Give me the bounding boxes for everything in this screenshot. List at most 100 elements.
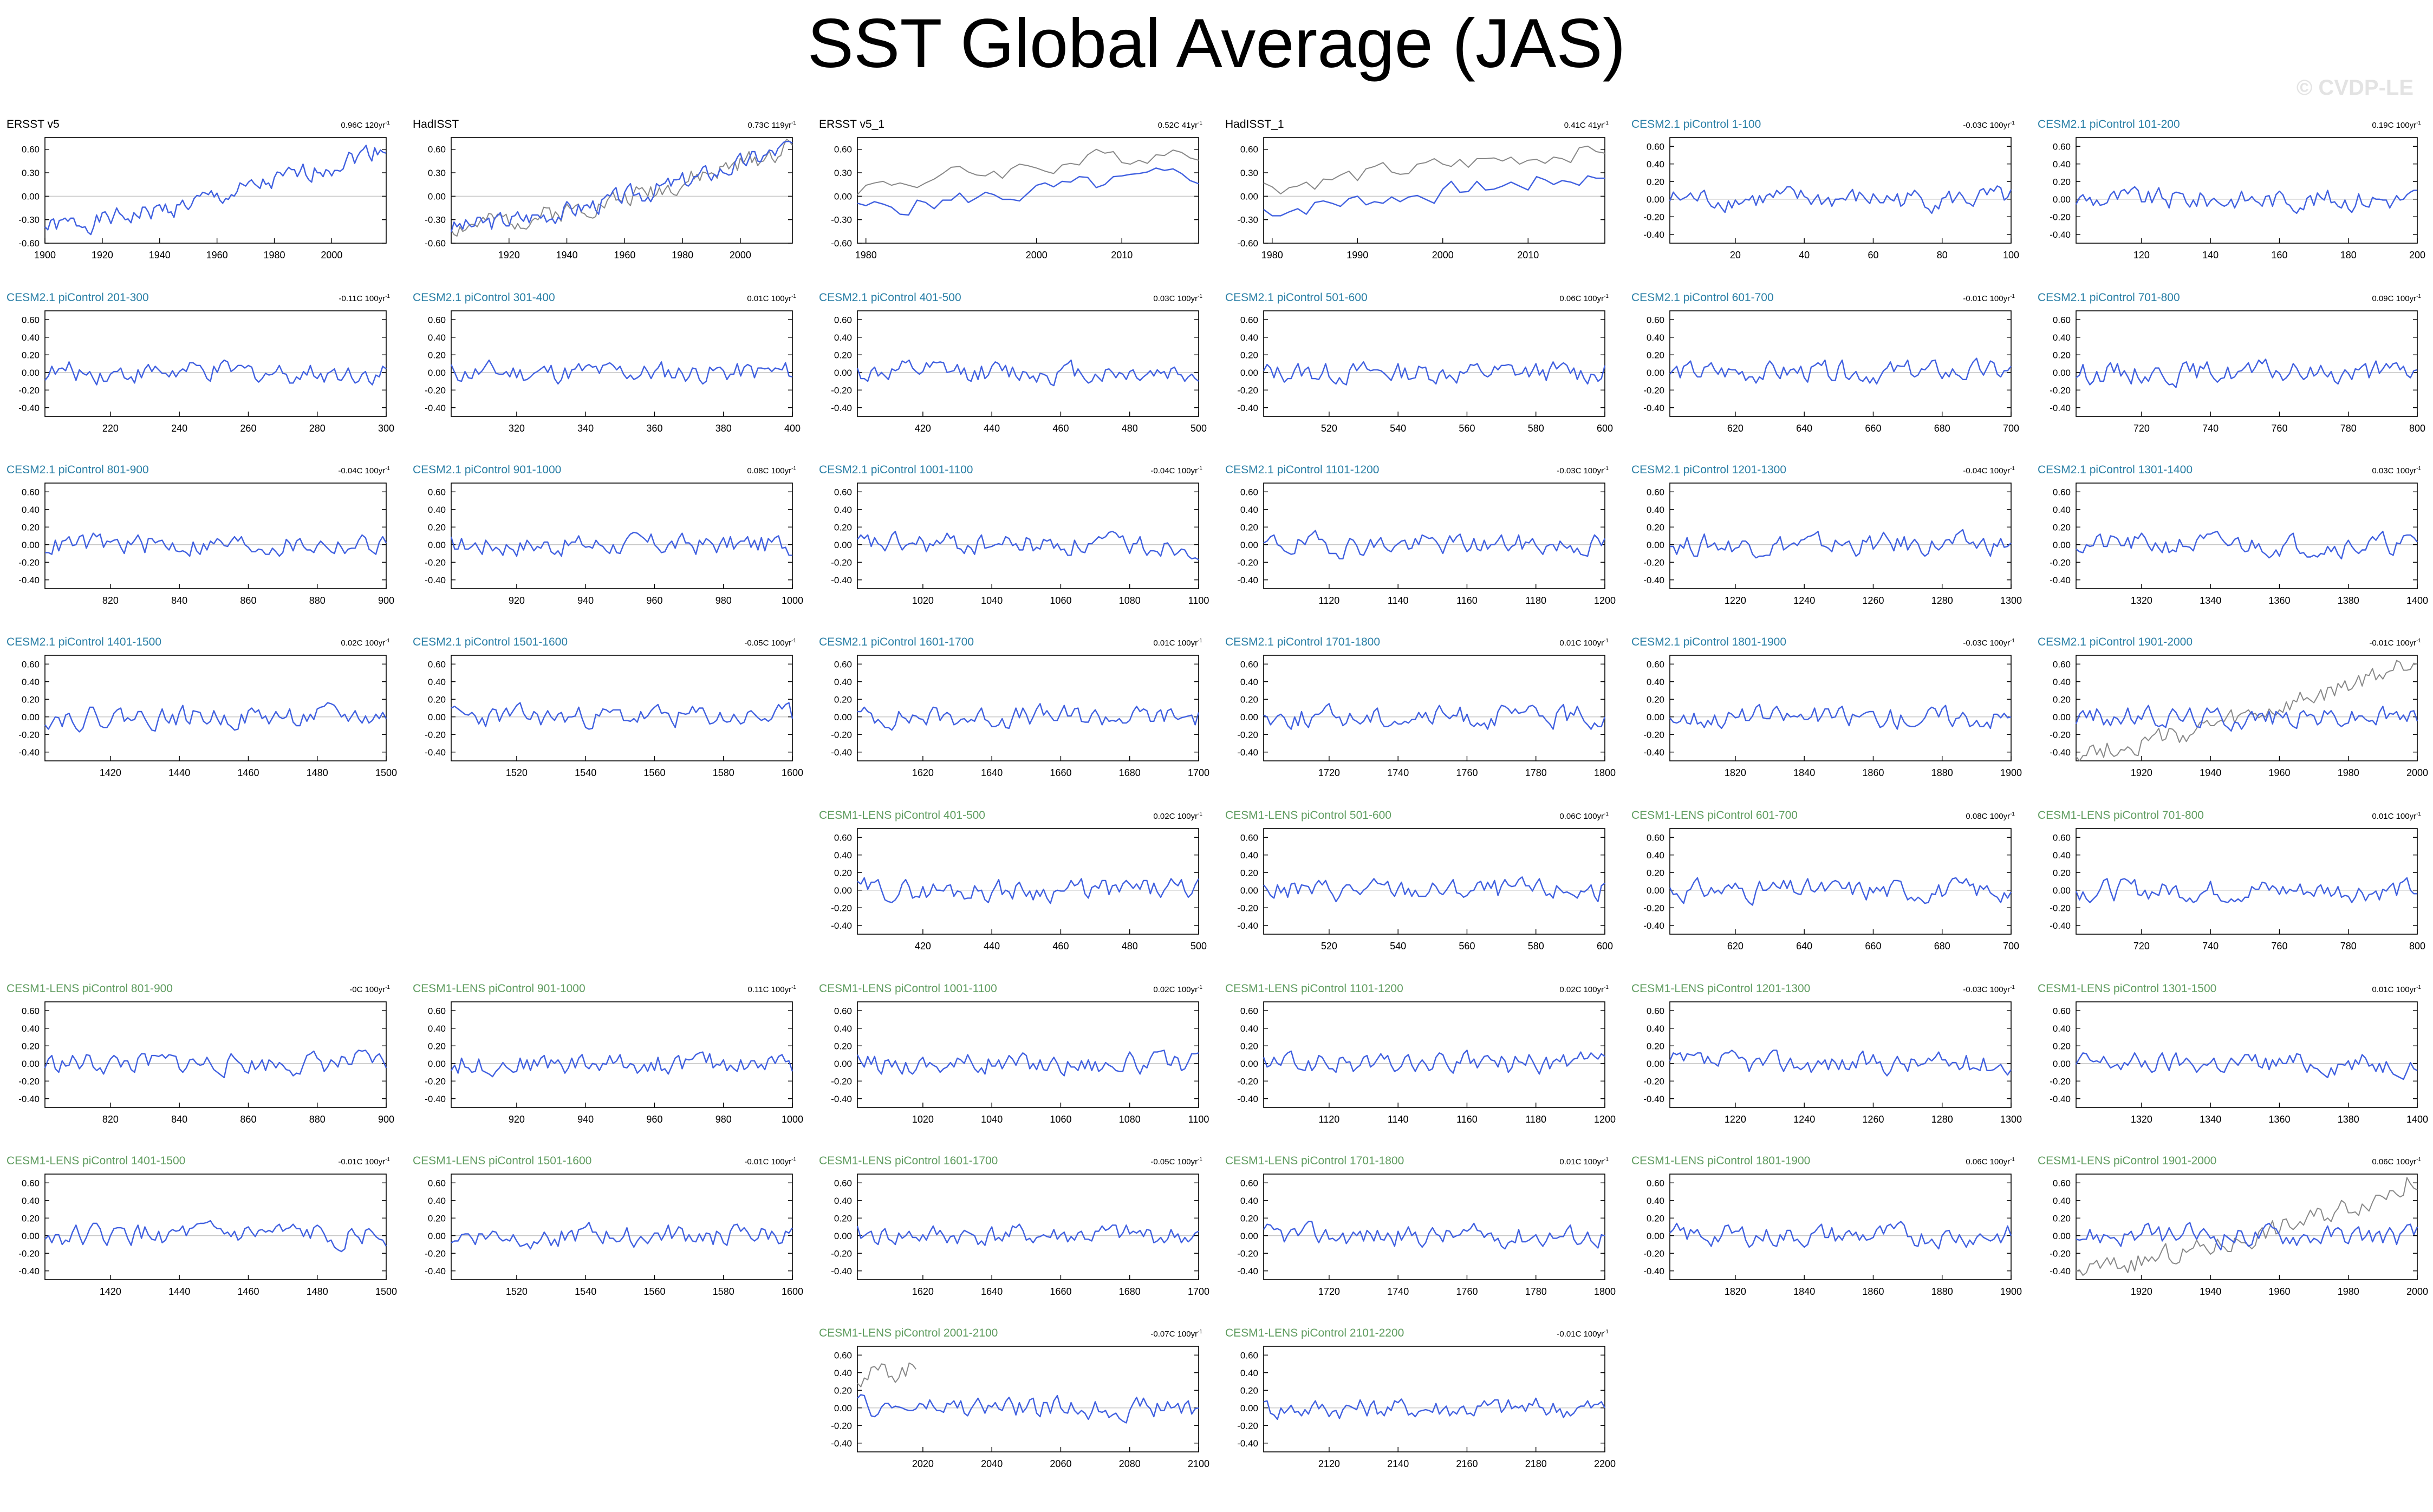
- x-tick-label: 740: [2202, 423, 2219, 434]
- y-tick-label: 0.40: [834, 333, 852, 343]
- plot-frame: [451, 1001, 793, 1108]
- panel-title: CESM2.1 piControl 901-1000: [413, 464, 562, 476]
- x-tick-label: 1220: [1725, 1114, 1746, 1125]
- y-tick-label: 0.00: [1647, 540, 1664, 550]
- x-tick-label: 400: [784, 423, 801, 434]
- model-series-line: [857, 167, 1199, 216]
- model-series-line: [1669, 1221, 2012, 1250]
- y-tick-label: 0.00: [428, 1231, 446, 1241]
- panel-plot: 0.60 0.40 0.20 0.00 -0.20 -0.40 520 540 560 580 60…: [1237, 828, 1613, 951]
- plot-frame: [857, 1174, 1199, 1280]
- panel-title: CESM1-LENS piControl 1401-1500: [6, 1155, 186, 1167]
- x-tick-label: 1820: [1725, 767, 1746, 778]
- y-tick-label: 0.00: [1647, 885, 1664, 896]
- y-tick-label: -0.40: [18, 747, 40, 758]
- x-tick-label: 1940: [2200, 767, 2221, 778]
- panel-title: CESM2.1 piControl 1401-1500: [6, 636, 162, 648]
- panel-plot: 0.60 0.40 0.20 0.00 -0.20 -0.40 920 940 960 980 10…: [425, 1001, 803, 1125]
- panel-title: CESM2.1 piControl 1801-1900: [1631, 636, 1787, 648]
- x-tick-label: 1800: [1594, 767, 1616, 778]
- panel-trend: 0.06C 100yr-1: [1559, 294, 1609, 303]
- x-tick-label: 440: [984, 941, 1000, 951]
- y-tick-label: -0.40: [425, 1266, 446, 1276]
- model-series-line: [2075, 1052, 2418, 1080]
- x-tick-label: 960: [646, 595, 662, 606]
- x-tick-label: 1980: [2338, 767, 2359, 778]
- y-tick-label: -0.20: [1237, 557, 1258, 568]
- x-tick-label: 1680: [1119, 767, 1141, 778]
- y-tick-label: 0.40: [22, 505, 40, 515]
- y-tick-label: 0.60: [22, 315, 40, 325]
- panel-plot: 0.60 0.40 0.20 0.00 -0.20 -0.40 1120 1140 1160 11…: [1237, 483, 1616, 606]
- panel-plot: 0.60 0.40 0.20 0.00 -0.20 -0.40 620 640 660 680 70…: [1643, 310, 2019, 434]
- x-tick-label: 1900: [34, 250, 56, 260]
- plot-frame: [1669, 1001, 2012, 1108]
- y-tick-label: -0.40: [2050, 403, 2071, 413]
- y-tick-label: 0.40: [22, 1196, 40, 1206]
- panel-title: CESM1-LENS piControl 901-1000: [413, 982, 586, 995]
- chart-panel: CESM1-LENS piControl 1801-1900 0.06C 100y…: [1629, 1155, 2022, 1301]
- y-tick-label: -0.20: [1643, 212, 1664, 222]
- y-tick-label: -0.20: [1237, 729, 1258, 740]
- y-tick-label: -0.20: [1237, 1420, 1258, 1431]
- model-series-line: [1670, 529, 2012, 559]
- x-tick-label: 1280: [1931, 1114, 1953, 1125]
- y-tick-label: 0.00: [1240, 1403, 1258, 1413]
- x-tick-label: 1620: [912, 767, 934, 778]
- panel-plot: 0.60 0.40 0.20 0.00 -0.20 -0.40 920 940 960 980 10…: [425, 483, 803, 606]
- chart-panel: CESM2.1 piControl 201-300 -0.11C 100yr-1 0…: [4, 291, 394, 438]
- x-tick-label: 1400: [2406, 595, 2428, 606]
- y-tick-label: 0.00: [2053, 1059, 2071, 1069]
- y-tick-label: 0.60: [2053, 141, 2071, 152]
- x-tick-label: 940: [577, 595, 594, 606]
- y-tick-label: 0.40: [1647, 1196, 1664, 1206]
- x-tick-label: 1960: [2268, 767, 2290, 778]
- y-tick-label: 0.60: [22, 145, 40, 155]
- panel-plot: 0.60 0.40 0.20 0.00 -0.20 -0.40 1320 1340 1360 13…: [2050, 483, 2428, 606]
- x-tick-label: 1560: [643, 767, 665, 778]
- y-tick-label: 0.40: [834, 1024, 852, 1034]
- x-tick-label: 1920: [2131, 1286, 2152, 1297]
- y-tick-label: -0.40: [831, 575, 852, 585]
- y-tick-label: 0.60: [2053, 659, 2071, 669]
- chart-panel: CESM1-LENS piControl 801-900 -0C 100yr-1 0…: [4, 982, 394, 1129]
- panel-plot: 0.60 0.40 0.20 0.00 -0.20 -0.40 2120 2140 2160 21…: [1237, 1346, 1616, 1469]
- y-tick-label: 0.30: [1240, 168, 1258, 178]
- x-tick-label: 2200: [1594, 1458, 1616, 1469]
- plot-frame: [451, 310, 793, 417]
- y-tick-label: 0.60: [1647, 1006, 1664, 1016]
- y-tick-label: 0.40: [428, 1024, 446, 1034]
- panel-trend: 0.03C 100yr-1: [1153, 294, 1202, 303]
- panel-title: CESM2.1 piControl 1601-1700: [819, 636, 974, 648]
- plot-frame: [44, 655, 387, 761]
- panel-title: CESM1-LENS piControl 1301-1500: [2038, 982, 2217, 995]
- panel-plot: 0.60 0.40 0.20 0.00 -0.20 -0.40 1520 1540 1560 15…: [425, 1174, 803, 1297]
- x-tick-label: 1060: [1050, 595, 1071, 606]
- model-series-line: [1263, 876, 1605, 903]
- y-tick-label: 0.20: [834, 350, 852, 360]
- x-tick-label: 1260: [1862, 595, 1884, 606]
- y-tick-label: 0.20: [2053, 1213, 2071, 1223]
- chart-panel: CESM1-LENS piControl 1101-1200 0.02C 100y…: [1223, 982, 1616, 1129]
- plot-frame: [451, 137, 793, 244]
- y-tick-label: 0.20: [2053, 694, 2071, 705]
- y-tick-label: -0.20: [1237, 1076, 1258, 1086]
- chart-panel: CESM1-LENS piControl 501-600 0.06C 100yr-…: [1223, 809, 1613, 955]
- x-tick-label: 1520: [506, 767, 528, 778]
- x-tick-label: 1980: [855, 250, 877, 260]
- x-tick-label: 460: [1052, 423, 1069, 434]
- x-tick-label: 2080: [1119, 1458, 1141, 1469]
- plot-frame: [2076, 1001, 2418, 1108]
- model-series-line: [857, 531, 1199, 561]
- y-tick-label: 0.40: [2053, 1024, 2071, 1034]
- y-tick-label: 0.60: [1240, 659, 1258, 669]
- x-tick-label: 680: [1934, 941, 1950, 951]
- x-tick-label: 40: [1799, 250, 1810, 260]
- x-tick-label: 1980: [2338, 1286, 2359, 1297]
- y-tick-label: -0.40: [1237, 575, 1258, 585]
- model-series-line: [856, 1050, 1199, 1077]
- y-tick-label: -0.20: [18, 1248, 40, 1259]
- y-tick-label: 0.20: [1240, 1385, 1258, 1396]
